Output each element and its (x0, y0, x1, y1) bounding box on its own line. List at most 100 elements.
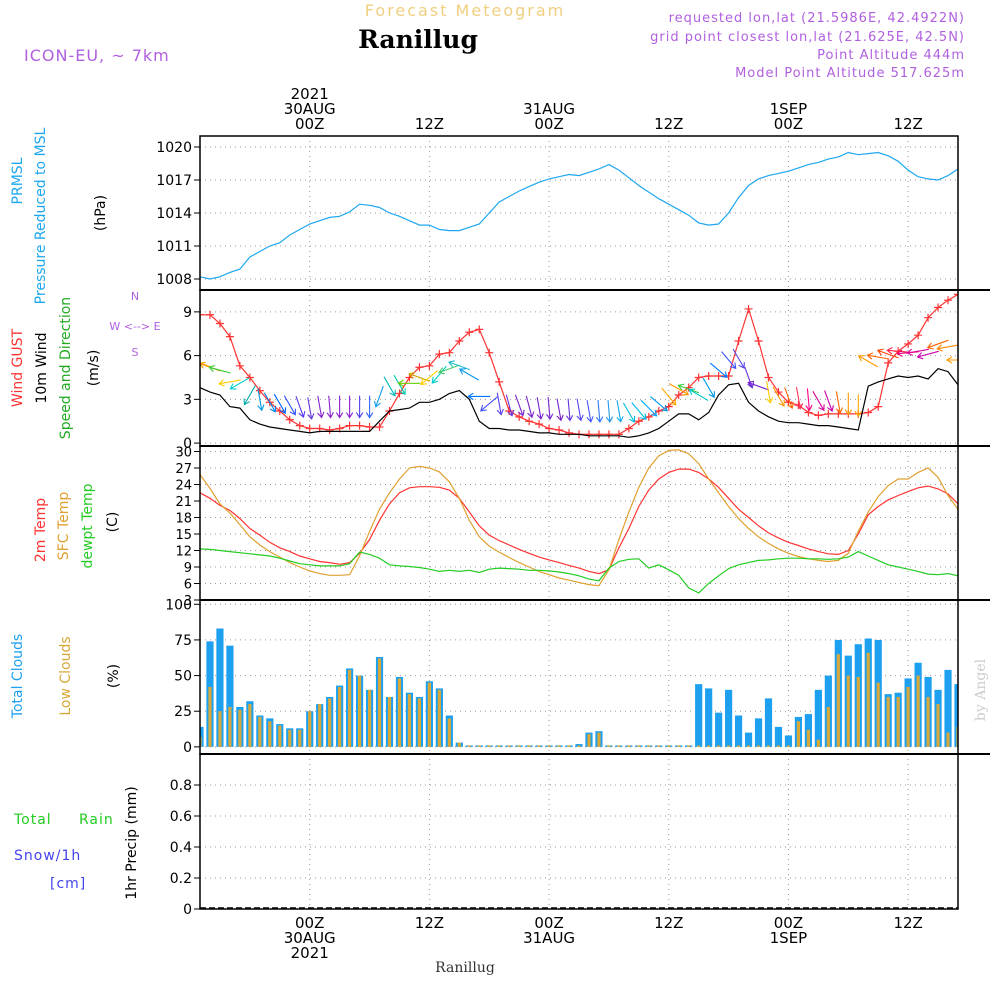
wind-direction-arrow (805, 388, 813, 412)
pressure-unit: (hPa) (93, 195, 109, 231)
time-axis-label: 1SEP (770, 929, 808, 947)
total-cloud-bar (744, 732, 753, 747)
pressure-panel: 1008 1011 1014 1017 1020 (156, 135, 959, 291)
low-cloud-bar (607, 745, 611, 747)
total-cloud-bar (200, 726, 204, 747)
wind-direction-arrow (565, 398, 574, 422)
wind-direction-arrow (640, 399, 658, 417)
gust-marker (445, 348, 454, 357)
low-cloud-bar (667, 745, 671, 747)
low-cloud-bar (447, 718, 451, 747)
low-cloud-bar (816, 739, 820, 747)
wind-direction-arrow (631, 402, 647, 421)
compass-we: W <--> E (109, 320, 160, 333)
low-cloud-bar (467, 745, 471, 747)
wind-direction-arrow (505, 394, 515, 417)
total-cloud-bar (695, 684, 703, 747)
low-cloud-bar (707, 745, 711, 747)
gust-marker (465, 328, 474, 337)
gust-marker (614, 430, 623, 439)
gust-marker (944, 296, 953, 305)
wind-direction-arrow (295, 396, 306, 418)
gust-marker (704, 372, 713, 381)
gust-marker (425, 361, 434, 370)
gust-marker (215, 319, 224, 328)
low-cloud-bar (597, 732, 601, 747)
panel-frame (199, 599, 959, 755)
wind-direction-arrow (835, 391, 844, 415)
low-cloud-bar (946, 732, 950, 747)
wind-direction-arrow (906, 348, 929, 356)
low-cloud-bar (806, 729, 810, 747)
low-cloud-bar (587, 734, 591, 747)
low-cloud-bar (577, 745, 581, 747)
y-tick-label: 1017 (156, 173, 192, 189)
low-cloud-bar (687, 745, 691, 747)
low-cloud-bar (497, 745, 501, 747)
wind-direction-arrow (605, 400, 614, 424)
wind-direction-arrow (824, 390, 834, 413)
wind-direction-arrow (886, 347, 910, 355)
wind-direction-arrow (431, 365, 447, 384)
low-cloud-bar (836, 654, 840, 747)
wind-direction-arrow (283, 395, 297, 416)
station-title: Ranillug (358, 25, 478, 54)
total-cloud-bar (216, 628, 224, 747)
gust-marker (455, 337, 464, 346)
low-cloud-bar (906, 686, 910, 747)
low-cloud-bar (238, 709, 242, 747)
legend-total: Total (13, 812, 52, 828)
low-cloud-bar (796, 721, 801, 747)
y-tick-label: 3 (184, 594, 192, 609)
time-axis-label: 12Z (654, 115, 683, 133)
y-tick-label: 100 (165, 597, 192, 613)
panel-frame (199, 753, 959, 910)
total-cloud-bar (764, 698, 773, 747)
low-cloud-bar (617, 745, 621, 747)
total-cloud-bar (715, 712, 723, 747)
low-cloud-bar (647, 745, 651, 747)
low-cloud-bar (477, 745, 481, 747)
wind-direction-arrow (229, 377, 250, 390)
wind-direction-arrow (438, 364, 460, 375)
low-cloud-bar (846, 675, 850, 747)
gust-marker (435, 350, 444, 359)
wind-direction-arrow (622, 402, 636, 423)
low-cloud-bar (717, 745, 721, 747)
low-cloud-bar (517, 745, 521, 747)
wind-direction-arrow (616, 400, 624, 423)
wind-direction-arrow (365, 395, 374, 419)
total-cloud-bar (754, 718, 763, 747)
wind-direction-arrow (661, 387, 677, 406)
wind-direction-arrow (866, 352, 890, 360)
gust-marker (874, 402, 883, 411)
low-cloud-bar (756, 745, 761, 747)
total-cloud-bar (954, 684, 958, 747)
model-name: ICON-EU, ~ 7km (24, 46, 170, 65)
y-tick-label: 6 (184, 578, 192, 593)
gust-marker (245, 373, 254, 382)
wind-direction-arrow (916, 350, 939, 360)
watermark: by Angel (973, 658, 989, 721)
series-line-10m-wind (200, 368, 958, 438)
gust-marker (644, 412, 653, 421)
plot-content (200, 628, 958, 747)
low-cloud-bar (547, 745, 551, 747)
y-tick-label: 15 (175, 528, 192, 543)
wind-direction-arrow (200, 362, 211, 368)
low-cloud-bar (627, 745, 631, 747)
wind-direction-arrow (576, 398, 584, 422)
wind-direction-arrow (744, 366, 755, 389)
series-line-dewpt-temp (200, 548, 958, 594)
gust-marker (924, 313, 933, 322)
time-axis-label: 00Z (534, 115, 563, 133)
gust-marker (744, 304, 753, 313)
gust-marker (824, 409, 833, 418)
low-cloud-bar (567, 745, 571, 747)
gust-marker (565, 428, 574, 437)
time-axis-label: 12Z (415, 115, 444, 133)
wind-direction-arrow (273, 393, 287, 415)
low-cloud-bar (886, 696, 890, 747)
low-cloud-bar (786, 745, 791, 747)
